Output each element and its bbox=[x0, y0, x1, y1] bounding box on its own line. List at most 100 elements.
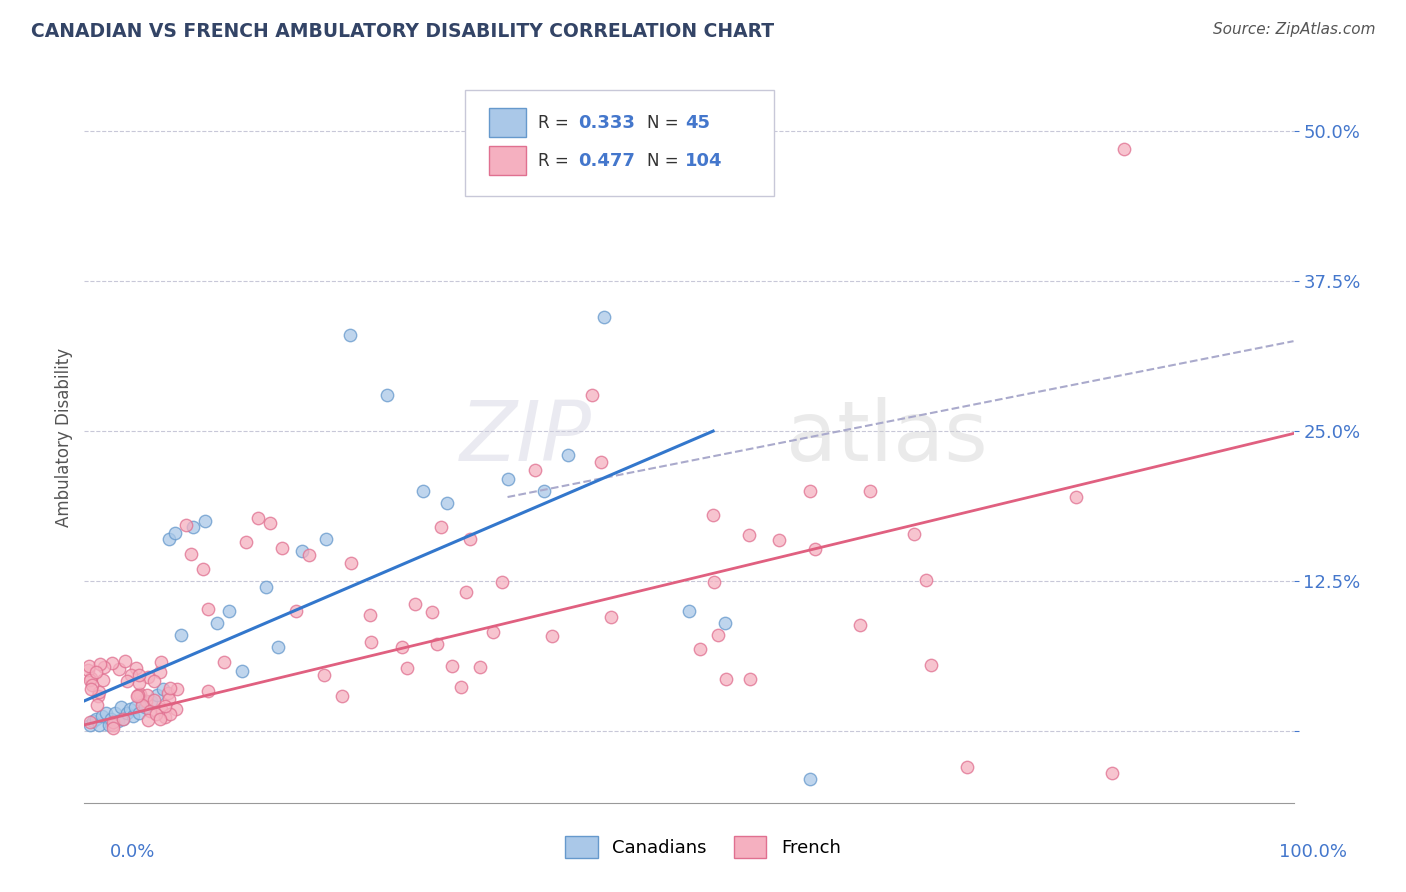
Point bbox=[600, 610, 623, 624]
Point bbox=[128, 676, 150, 690]
Point bbox=[581, 388, 603, 402]
Point bbox=[87, 689, 110, 703]
Text: 104: 104 bbox=[685, 152, 723, 169]
Point bbox=[93, 660, 115, 674]
Point bbox=[135, 694, 157, 708]
Point bbox=[768, 533, 790, 547]
Point bbox=[420, 605, 443, 619]
Text: 0.477: 0.477 bbox=[578, 152, 634, 169]
Point bbox=[165, 701, 187, 715]
Point bbox=[481, 625, 503, 640]
FancyBboxPatch shape bbox=[489, 146, 526, 175]
Point bbox=[104, 706, 127, 720]
Point bbox=[191, 562, 214, 576]
Point bbox=[101, 721, 124, 735]
Point bbox=[903, 526, 925, 541]
Point bbox=[86, 698, 108, 712]
Point bbox=[112, 712, 135, 726]
Point bbox=[125, 661, 148, 675]
Point bbox=[404, 597, 426, 611]
Point bbox=[396, 660, 419, 674]
Point bbox=[79, 659, 101, 673]
Point bbox=[79, 715, 101, 730]
Point bbox=[108, 662, 131, 676]
Point bbox=[678, 604, 700, 618]
Point bbox=[267, 640, 290, 654]
Point bbox=[114, 654, 136, 668]
Point bbox=[94, 706, 117, 720]
Point bbox=[533, 483, 555, 498]
Point bbox=[707, 628, 730, 642]
Point bbox=[139, 705, 162, 719]
Point bbox=[149, 701, 172, 715]
Point bbox=[454, 584, 477, 599]
Point bbox=[541, 629, 564, 643]
Legend: Canadians, French: Canadians, French bbox=[558, 829, 848, 865]
Point bbox=[174, 518, 197, 533]
Point bbox=[285, 604, 308, 618]
Point bbox=[125, 689, 148, 703]
Text: R =: R = bbox=[538, 113, 568, 131]
Point bbox=[197, 601, 219, 615]
Text: N =: N = bbox=[647, 152, 678, 169]
Point bbox=[340, 556, 363, 570]
Point bbox=[450, 680, 472, 694]
Text: R =: R = bbox=[538, 152, 568, 169]
Point bbox=[391, 640, 413, 654]
Point bbox=[80, 681, 103, 696]
Text: Source: ZipAtlas.com: Source: ZipAtlas.com bbox=[1212, 22, 1375, 37]
Point bbox=[740, 673, 762, 687]
Point bbox=[136, 689, 159, 703]
Point bbox=[89, 657, 111, 671]
Point bbox=[181, 520, 204, 534]
Point bbox=[702, 508, 724, 522]
Point bbox=[914, 573, 936, 587]
Point bbox=[799, 772, 821, 786]
Text: ZIP: ZIP bbox=[460, 397, 592, 477]
Point bbox=[804, 542, 827, 557]
Text: 0.0%: 0.0% bbox=[110, 843, 155, 861]
Point bbox=[117, 673, 139, 688]
Point bbox=[920, 657, 942, 672]
Point bbox=[101, 714, 124, 729]
Text: 45: 45 bbox=[685, 113, 710, 131]
Point bbox=[146, 688, 169, 702]
Point bbox=[470, 660, 492, 674]
Point bbox=[557, 448, 579, 462]
Point bbox=[231, 664, 253, 678]
Point bbox=[115, 706, 138, 720]
Point bbox=[131, 694, 153, 708]
Point bbox=[799, 483, 821, 498]
FancyBboxPatch shape bbox=[489, 108, 526, 137]
Text: CANADIAN VS FRENCH AMBULATORY DISABILITY CORRELATION CHART: CANADIAN VS FRENCH AMBULATORY DISABILITY… bbox=[31, 22, 775, 41]
Point bbox=[152, 681, 174, 696]
Point bbox=[128, 667, 150, 681]
Point bbox=[101, 718, 124, 732]
Point bbox=[412, 483, 434, 498]
Point bbox=[458, 532, 481, 546]
Point bbox=[142, 693, 165, 707]
Point bbox=[131, 698, 153, 712]
Point bbox=[134, 699, 156, 714]
Point bbox=[703, 575, 725, 590]
Point bbox=[523, 463, 546, 477]
Text: 100.0%: 100.0% bbox=[1279, 843, 1347, 861]
Point bbox=[111, 712, 134, 726]
Point bbox=[330, 689, 353, 703]
Point bbox=[291, 544, 314, 558]
Point bbox=[714, 672, 737, 686]
Point bbox=[360, 635, 382, 649]
Point bbox=[86, 712, 108, 726]
Text: atlas: atlas bbox=[786, 397, 987, 477]
Point bbox=[142, 674, 165, 689]
Point bbox=[1101, 765, 1123, 780]
Point bbox=[129, 687, 152, 701]
Point bbox=[82, 677, 104, 691]
Point bbox=[956, 760, 979, 774]
Point bbox=[121, 709, 143, 723]
Point bbox=[127, 688, 149, 702]
Point bbox=[859, 483, 882, 498]
Point bbox=[589, 455, 612, 469]
Point bbox=[153, 710, 176, 724]
Point bbox=[148, 712, 170, 726]
